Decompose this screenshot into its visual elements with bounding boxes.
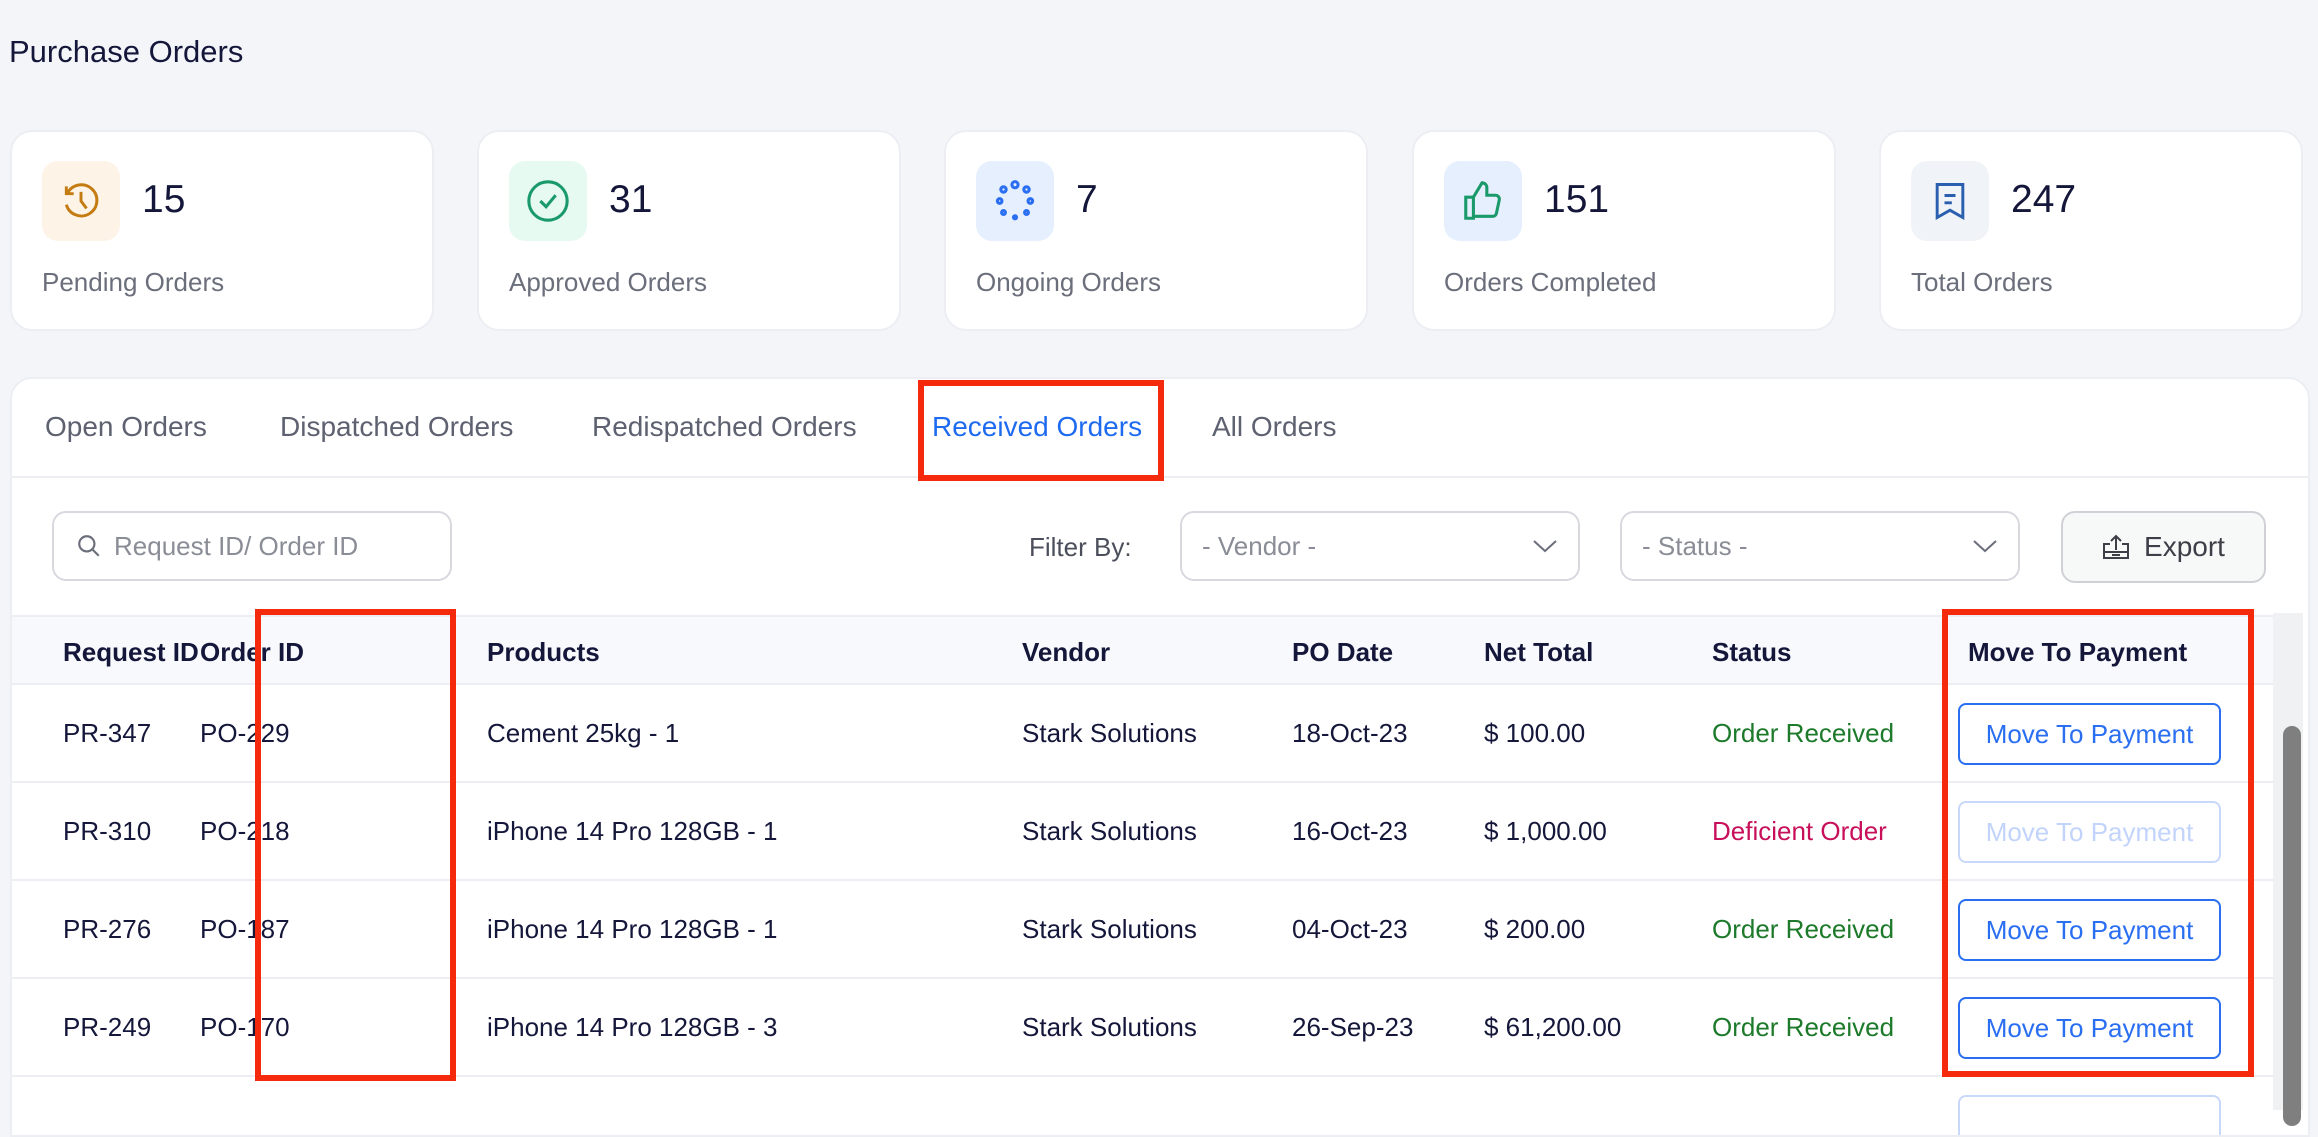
status-select-value: - Status -	[1642, 530, 1748, 561]
cell-order-id: PO-229	[200, 718, 290, 748]
table-row-partial	[12, 1077, 2274, 1135]
filter-label: Filter By:	[1029, 532, 1132, 562]
status-select[interactable]: - Status -	[1620, 511, 2020, 581]
cell-po-date: 18-Oct-23	[1292, 718, 1408, 748]
stat-label: Pending Orders	[42, 267, 225, 297]
move-to-payment-button[interactable]: Move To Payment	[1958, 703, 2221, 765]
cell-order-id: PO-170	[200, 1012, 290, 1042]
cell-products: iPhone 14 Pro 128GB - 3	[487, 1012, 778, 1042]
cell-status: Order Received	[1712, 718, 1895, 748]
cell-net-total: $ 61,200.00	[1484, 1012, 1622, 1042]
stat-label: Orders Completed	[1444, 267, 1657, 297]
cell-products: iPhone 14 Pro 128GB - 1	[487, 914, 778, 944]
search-box[interactable]	[52, 511, 452, 581]
stat-label: Approved Orders	[509, 267, 707, 297]
cell-net-total: $ 100.00	[1484, 718, 1586, 748]
thumbs-up-icon	[1444, 161, 1522, 241]
stat-card-pending-orders: 15 Pending Orders	[10, 130, 434, 331]
export-label: Export	[2144, 531, 2225, 562]
table-row: PR-249 PO-170 iPhone 14 Pro 128GB - 3 St…	[12, 979, 2274, 1077]
scrollbar-thumb[interactable]	[2283, 726, 2301, 1126]
col-status: Status	[1712, 637, 1792, 667]
cell-vendor: Stark Solutions	[1022, 816, 1197, 846]
cell-net-total: $ 200.00	[1484, 914, 1586, 944]
cell-request-id: PR-249	[63, 1012, 152, 1042]
move-to-payment-button[interactable]: Move To Payment	[1958, 801, 2221, 863]
cell-po-date: 16-Oct-23	[1292, 816, 1408, 846]
tab-dispatched-orders[interactable]: Dispatched Orders	[280, 411, 514, 442]
cell-request-id: PR-276	[63, 914, 152, 944]
tab-received-orders[interactable]: Received Orders	[932, 411, 1143, 442]
table-row: PR-347 PO-229 Cement 25kg - 1 Stark Solu…	[12, 685, 2274, 783]
col-products: Products	[487, 637, 600, 667]
stat-value: 15	[142, 178, 186, 221]
move-to-payment-button-partial[interactable]	[1958, 1095, 2221, 1135]
cell-vendor: Stark Solutions	[1022, 1012, 1197, 1042]
vendor-select[interactable]: - Vendor -	[1180, 511, 1580, 581]
move-to-payment-button[interactable]: Move To Payment	[1958, 899, 2221, 961]
loading-dots-icon	[976, 161, 1054, 241]
col-move-to-payment: Move To Payment	[1968, 637, 2188, 667]
cell-po-date: 26-Sep-23	[1292, 1012, 1414, 1042]
col-po-date: PO Date	[1292, 637, 1394, 667]
stat-card-approved-orders: 31 Approved Orders	[477, 130, 901, 331]
stat-card-ongoing-orders: 7 Ongoing Orders	[944, 130, 1368, 331]
cell-vendor: Stark Solutions	[1022, 718, 1197, 748]
stat-value: 247	[2011, 178, 2077, 221]
cell-request-id: PR-347	[63, 718, 152, 748]
col-net-total: Net Total	[1484, 637, 1594, 667]
col-vendor: Vendor	[1022, 637, 1111, 667]
chevron-down-icon	[1533, 540, 1557, 553]
page-title: Purchase Orders	[9, 34, 244, 69]
move-to-payment-button[interactable]: Move To Payment	[1958, 997, 2221, 1059]
cell-request-id: PR-310	[63, 816, 152, 846]
stat-value: 31	[609, 178, 653, 221]
cell-net-total: $ 1,000.00	[1484, 816, 1607, 846]
stat-label: Ongoing Orders	[976, 267, 1161, 297]
cell-products: iPhone 14 Pro 128GB - 1	[487, 816, 778, 846]
chevron-down-icon	[1973, 540, 1997, 553]
stat-value: 151	[1544, 178, 1610, 221]
tab-open-orders[interactable]: Open Orders	[45, 411, 207, 442]
cell-order-id: PO-218	[200, 816, 290, 846]
cell-products: Cement 25kg - 1	[487, 718, 680, 748]
check-circle-icon	[509, 161, 587, 241]
table-header: Request ID Order ID Products Vendor PO D…	[12, 615, 2274, 685]
cell-status: Order Received	[1712, 1012, 1895, 1042]
stat-value: 7	[1076, 178, 1098, 221]
cell-vendor: Stark Solutions	[1022, 914, 1197, 944]
tab-redispatched-orders[interactable]: Redispatched Orders	[592, 411, 857, 442]
tab-bar: Open Orders Dispatched Orders Redispatch…	[12, 379, 2308, 478]
search-icon	[78, 535, 100, 557]
history-clock-icon	[42, 161, 120, 241]
tab-all-orders[interactable]: All Orders	[1212, 411, 1337, 442]
export-button[interactable]: Export	[2061, 511, 2266, 583]
cell-status: Order Received	[1712, 914, 1895, 944]
orders-panel: Open Orders Dispatched Orders Redispatch…	[10, 377, 2310, 1137]
receipt-icon	[1911, 161, 1989, 241]
export-icon	[2103, 534, 2130, 559]
stat-card-orders-completed: 151 Orders Completed	[1412, 130, 1836, 331]
table-row: PR-276 PO-187 iPhone 14 Pro 128GB - 1 St…	[12, 881, 2274, 979]
cell-order-id: PO-187	[200, 914, 290, 944]
cell-status: Deficient Order	[1712, 816, 1887, 846]
vendor-select-value: - Vendor -	[1202, 530, 1317, 561]
col-request-id: Request ID	[63, 637, 199, 667]
cell-po-date: 04-Oct-23	[1292, 914, 1408, 944]
stat-card-total-orders: 247 Total Orders	[1879, 130, 2303, 331]
stat-label: Total Orders	[1911, 267, 2053, 297]
search-input[interactable]	[114, 530, 434, 562]
col-order-id: Order ID	[200, 637, 305, 667]
table-row: PR-310 PO-218 iPhone 14 Pro 128GB - 1 St…	[12, 783, 2274, 881]
